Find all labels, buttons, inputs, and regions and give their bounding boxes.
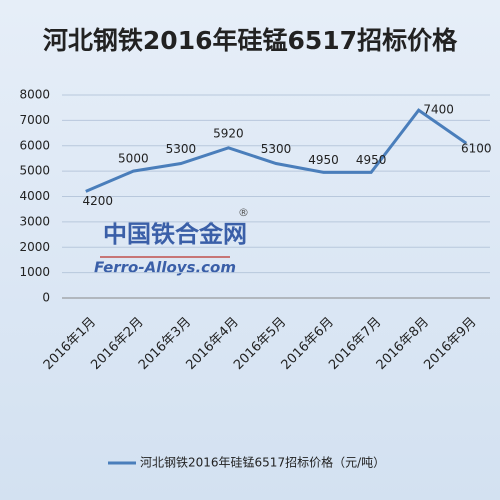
y-tick-label: 0 [42, 291, 50, 305]
line-series [85, 108, 468, 193]
y-tick-label: 8000 [19, 88, 50, 102]
watermark-en: Ferro-Alloys.com [94, 259, 236, 277]
data-label: 5920 [213, 126, 244, 140]
y-tick-label: 7000 [19, 113, 50, 127]
data-label: 5000 [118, 152, 149, 166]
y-tick-label: 5000 [19, 164, 50, 178]
watermark-mark: ® [238, 206, 249, 219]
chart-title: 河北钢铁2016年硅锰6517招标价格 [43, 26, 458, 55]
data-label: 5300 [166, 142, 197, 156]
y-tick-label: 1000 [19, 265, 50, 279]
data-label: 7400 [423, 103, 454, 117]
data-label: 4950 [356, 153, 387, 167]
data-label: 5300 [261, 142, 292, 156]
legend-label: 河北钢铁2016年硅锰6517招标价格（元/吨） [140, 455, 385, 470]
watermark-cn: 中国铁合金网 [103, 220, 247, 248]
y-tick-label: 3000 [19, 214, 50, 228]
y-tick-label: 4000 [19, 189, 50, 203]
data-label: 4200 [83, 194, 114, 208]
y-tick-label: 6000 [19, 138, 50, 152]
data-label: 4950 [308, 153, 339, 167]
data-label: 6100 [461, 142, 492, 156]
y-tick-label: 2000 [19, 240, 50, 254]
